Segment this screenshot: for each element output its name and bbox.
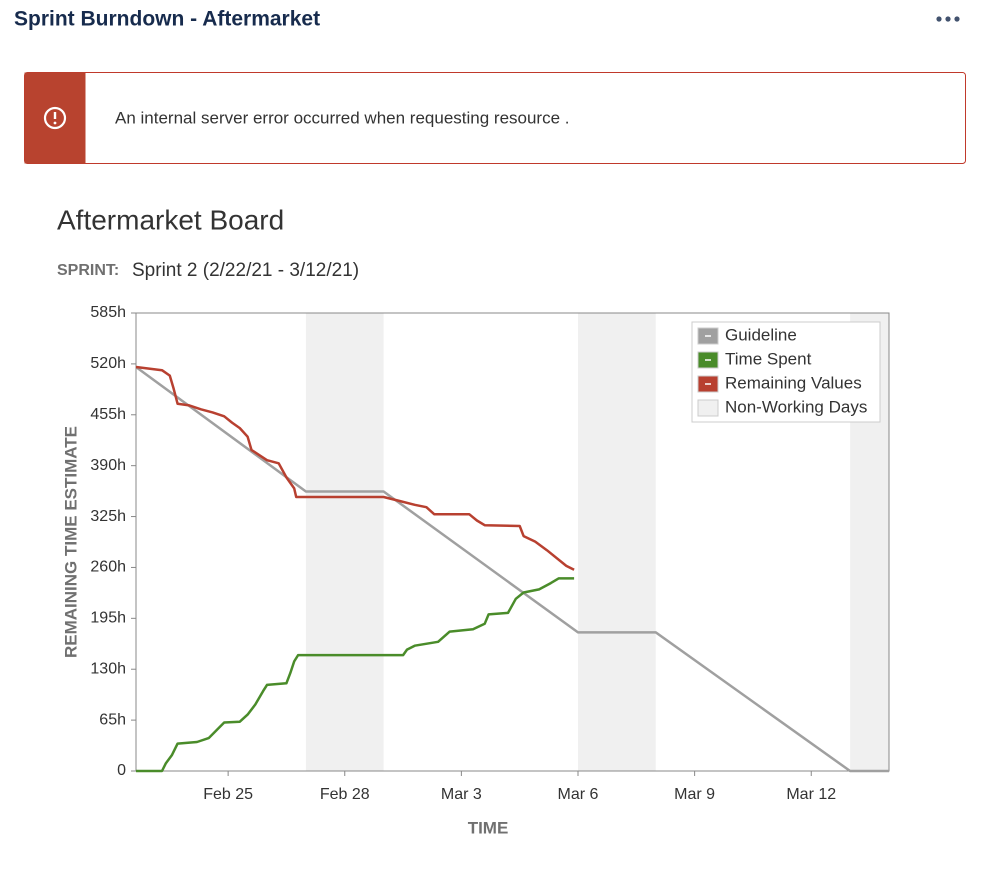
legend-label: Time Spent xyxy=(725,349,812,368)
x-tick-label: Mar 3 xyxy=(441,786,482,803)
series-line xyxy=(136,577,575,773)
y-tick-label: 325h xyxy=(90,508,126,525)
legend-label: Remaining Values xyxy=(725,373,862,392)
x-tick-label: Mar 12 xyxy=(786,786,836,803)
x-axis-label: TIME xyxy=(468,818,509,837)
error-icon-dot xyxy=(53,121,57,125)
sprint-label: SPRINT: xyxy=(57,262,119,279)
more-menu[interactable] xyxy=(936,16,960,22)
error-icon xyxy=(43,106,67,130)
menu-dot xyxy=(945,16,951,22)
y-tick-label: 585h xyxy=(90,304,126,321)
y-axis-label: REMAINING TIME ESTIMATE xyxy=(61,426,80,658)
y-tick-label: 195h xyxy=(90,610,126,627)
legend-frame xyxy=(691,321,881,423)
plot-frame xyxy=(135,312,890,772)
series-line xyxy=(135,365,889,773)
y-tick-label: 455h xyxy=(90,406,126,423)
y-tick-label: 130h xyxy=(90,660,126,677)
error-message: An internal server error occurred when r… xyxy=(115,108,570,127)
chart-title: Aftermarket Board xyxy=(57,204,284,235)
y-tick-label: 0 xyxy=(117,762,126,779)
menu-dot xyxy=(936,16,942,22)
legend-label: Non-Working Days xyxy=(725,397,867,416)
x-tick-label: Mar 9 xyxy=(674,786,715,803)
legend-swatch xyxy=(697,399,719,417)
legend: Guideline Time Spent Remaining Values Non-W… xyxy=(691,321,881,423)
page-title: Sprint Burndown - Aftermarket xyxy=(14,8,320,31)
y-tick-label: 390h xyxy=(90,457,126,474)
x-tick-label: Feb 28 xyxy=(320,786,370,803)
non-working-band xyxy=(578,313,656,771)
menu-dot xyxy=(954,16,960,22)
y-tick-label: 65h xyxy=(99,711,126,728)
y-tick-label: 260h xyxy=(90,559,126,576)
series-line xyxy=(135,365,575,571)
x-tick-label: Feb 25 xyxy=(203,786,253,803)
x-tick-label: Mar 6 xyxy=(558,786,599,803)
legend-label: Guideline xyxy=(725,325,797,344)
non-working-band xyxy=(305,313,384,771)
error-banner: An internal server error occurred when r… xyxy=(24,72,966,164)
sprint-name: Sprint 2 (2/22/21 - 3/12/21) xyxy=(132,260,359,281)
y-tick-label: 520h xyxy=(90,355,126,372)
